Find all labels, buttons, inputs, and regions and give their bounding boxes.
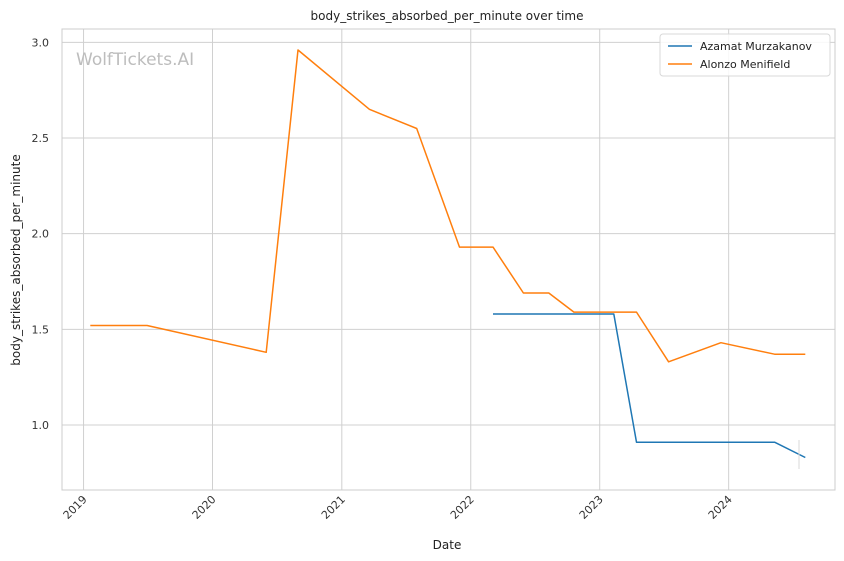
legend: Azamat Murzakanov Alonzo Menifield — [659, 33, 831, 77]
y-tick-label: 2.5 — [32, 132, 50, 145]
y-tick-label: 3.0 — [32, 36, 50, 49]
legend-box — [659, 33, 831, 77]
watermark: WolfTickets.AI — [76, 50, 194, 70]
series-lines — [90, 49, 806, 459]
y-axis: 1.0 1.5 2.0 2.5 3.0 — [32, 36, 50, 432]
plot-area — [61, 28, 836, 491]
grid — [62, 29, 835, 490]
x-axis-label: Date — [433, 538, 462, 552]
chart-title: body_strikes_absorbed_per_minute over ti… — [311, 9, 584, 23]
legend-label: Azamat Murzakanov — [700, 40, 812, 53]
y-tick-label: 1.0 — [32, 419, 50, 432]
y-tick-label: 1.5 — [32, 323, 50, 336]
legend-label: Alonzo Menifield — [700, 58, 790, 71]
y-axis-label: body_strikes_absorbed_per_minute — [9, 154, 23, 365]
y-tick-label: 2.0 — [32, 228, 50, 241]
series-line-2 — [90, 49, 806, 363]
